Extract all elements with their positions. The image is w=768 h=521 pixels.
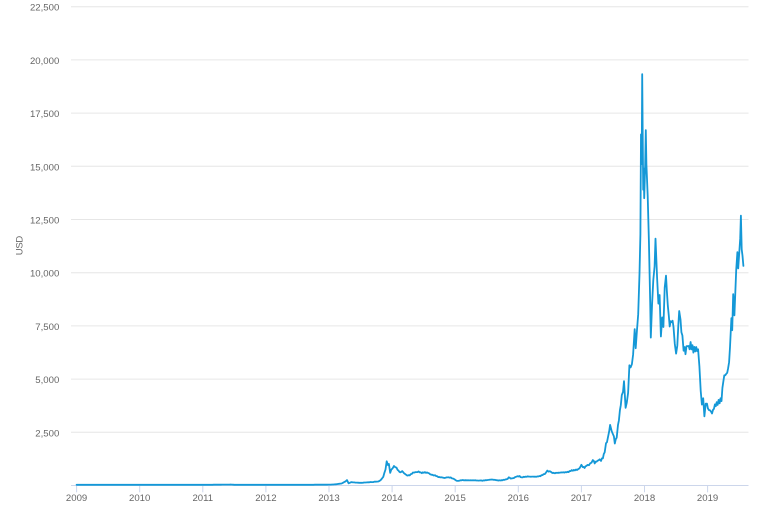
svg-text:2018: 2018 <box>634 493 655 504</box>
svg-text:2013: 2013 <box>318 493 339 504</box>
svg-text:15,000: 15,000 <box>30 162 59 173</box>
svg-text:2011: 2011 <box>192 493 213 504</box>
svg-text:2017: 2017 <box>571 493 592 504</box>
svg-text:2009: 2009 <box>66 493 87 504</box>
svg-text:2,500: 2,500 <box>35 428 59 439</box>
svg-text:17,500: 17,500 <box>30 109 59 120</box>
svg-text:2016: 2016 <box>508 493 529 504</box>
svg-text:2014: 2014 <box>381 493 403 504</box>
svg-text:12,500: 12,500 <box>30 216 59 227</box>
svg-text:2015: 2015 <box>445 493 466 504</box>
svg-text:10,000: 10,000 <box>30 269 59 280</box>
svg-text:USD: USD <box>14 236 25 256</box>
svg-text:2019: 2019 <box>697 493 718 504</box>
svg-text:22,500: 22,500 <box>30 3 59 14</box>
svg-text:7,500: 7,500 <box>35 322 59 333</box>
svg-text:2012: 2012 <box>255 493 276 504</box>
svg-text:20,000: 20,000 <box>30 56 59 67</box>
svg-text:2010: 2010 <box>129 493 150 504</box>
svg-text:5,000: 5,000 <box>35 375 59 386</box>
